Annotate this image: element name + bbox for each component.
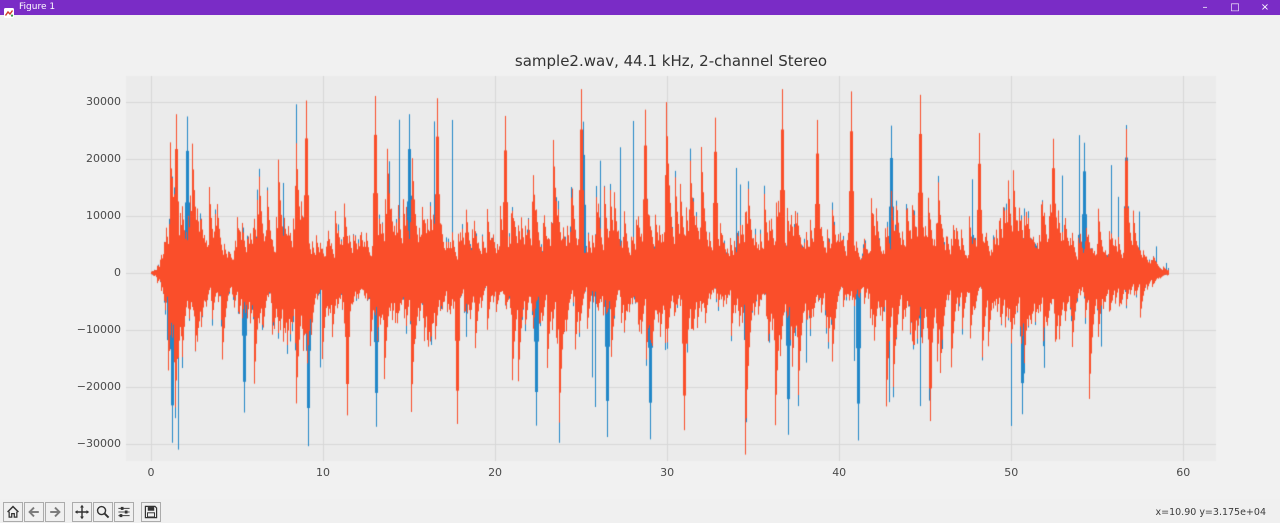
minimize-button[interactable]: – bbox=[1202, 2, 1208, 13]
sliders-icon bbox=[116, 504, 132, 520]
zoom-rect-icon bbox=[95, 504, 111, 520]
maximize-button[interactable]: □ bbox=[1230, 2, 1240, 13]
cursor-coordinates: x=10.90 y=3.175e+04 bbox=[1155, 507, 1266, 518]
y-tick-label: −30000 bbox=[76, 436, 121, 450]
save-floppy-icon bbox=[143, 504, 159, 520]
close-button[interactable]: × bbox=[1260, 2, 1270, 13]
forward-button[interactable] bbox=[45, 502, 65, 522]
back-arrow-icon bbox=[26, 504, 42, 520]
x-tick-label: 0 bbox=[147, 466, 155, 479]
x-tick-label: 20 bbox=[488, 466, 503, 479]
plot-toolbar bbox=[3, 502, 161, 522]
zoom-button[interactable] bbox=[93, 502, 113, 522]
forward-arrow-icon bbox=[47, 504, 63, 520]
save-button[interactable] bbox=[141, 502, 161, 522]
home-icon bbox=[5, 504, 21, 520]
y-tick-label: 20000 bbox=[86, 151, 121, 165]
configure-subplots-button[interactable] bbox=[114, 502, 134, 522]
x-tick-label: 10 bbox=[316, 466, 330, 479]
pan-button[interactable] bbox=[72, 502, 92, 522]
x-tick-label: 50 bbox=[1004, 466, 1019, 479]
chart-title: sample2.wav, 44.1 kHz, 2-channel Stereo bbox=[514, 52, 828, 70]
x-tick-label: 40 bbox=[832, 466, 847, 479]
y-tick-label: 0 bbox=[114, 265, 121, 279]
window-icon bbox=[4, 3, 14, 18]
y-tick-label: −10000 bbox=[76, 322, 121, 336]
home-button[interactable] bbox=[3, 502, 23, 522]
y-tick-label: 30000 bbox=[86, 94, 121, 108]
window-controls: – □ × bbox=[1190, 0, 1280, 15]
y-tick-label: −20000 bbox=[76, 379, 121, 393]
x-tick-label: 30 bbox=[660, 466, 675, 479]
pan-icon bbox=[74, 504, 90, 520]
x-tick-label: 60 bbox=[1176, 466, 1191, 479]
y-tick-label: 10000 bbox=[86, 208, 121, 222]
window-title: Figure 1 bbox=[19, 2, 56, 12]
back-button[interactable] bbox=[24, 502, 44, 522]
window-titlebar[interactable]: Figure 1 – □ × bbox=[0, 0, 1280, 18]
